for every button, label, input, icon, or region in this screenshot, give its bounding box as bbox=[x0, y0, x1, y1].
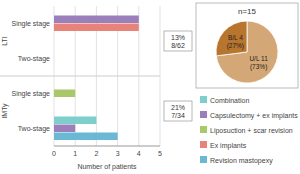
legend-swatch bbox=[200, 156, 207, 163]
x-tick-label: 0 bbox=[52, 150, 56, 157]
x-tick-label: 1 bbox=[73, 150, 77, 157]
annotation-box bbox=[164, 31, 192, 51]
annotation: 21%7/34 bbox=[171, 104, 185, 119]
legend-swatch bbox=[200, 96, 207, 103]
bar bbox=[54, 16, 139, 24]
annotation: 13%8/62 bbox=[171, 34, 185, 49]
bar bbox=[54, 90, 75, 98]
annotation-box bbox=[164, 101, 192, 121]
bar bbox=[54, 117, 96, 125]
group-label: LTI bbox=[1, 36, 8, 46]
x-axis-label: Number of patients bbox=[77, 163, 137, 171]
x-tick-label: 5 bbox=[158, 150, 162, 157]
legend-entry: Ex implants bbox=[210, 142, 247, 150]
legend-swatch bbox=[200, 111, 207, 118]
bar bbox=[54, 133, 118, 141]
legend-swatch bbox=[200, 126, 207, 133]
group-separator bbox=[0, 76, 160, 77]
legend-swatch bbox=[200, 141, 207, 148]
x-tick-label: 2 bbox=[94, 150, 98, 157]
group-label: IMTy bbox=[1, 103, 9, 119]
bar bbox=[54, 24, 139, 32]
bars bbox=[54, 16, 139, 141]
x-tick-label: 3 bbox=[116, 150, 120, 157]
pie-title: n=15 bbox=[238, 7, 257, 16]
legend-entry: Capsulectomy + ex implants bbox=[210, 112, 298, 120]
legend-entry: Combination bbox=[210, 97, 249, 104]
pie-label: B/L 4(27%) bbox=[227, 34, 244, 50]
bar bbox=[54, 125, 75, 133]
y-tick-label: Single stage bbox=[11, 20, 50, 28]
y-tick-label: Single stage bbox=[11, 90, 50, 98]
y-tick-label: Two-stage bbox=[18, 55, 50, 63]
legend-entry: Liposuction + scar revision bbox=[210, 127, 293, 135]
pie-slice bbox=[216, 21, 278, 83]
x-axis-line bbox=[54, 146, 160, 147]
y-tick-label: Two-stage bbox=[18, 125, 50, 133]
pie-frame bbox=[196, 3, 298, 88]
pie-label: U/L 11(73%) bbox=[249, 55, 268, 71]
legend-entry: Revision mastopexy bbox=[210, 157, 273, 165]
x-tick-label: 4 bbox=[137, 150, 141, 157]
pie-slice bbox=[216, 21, 247, 56]
